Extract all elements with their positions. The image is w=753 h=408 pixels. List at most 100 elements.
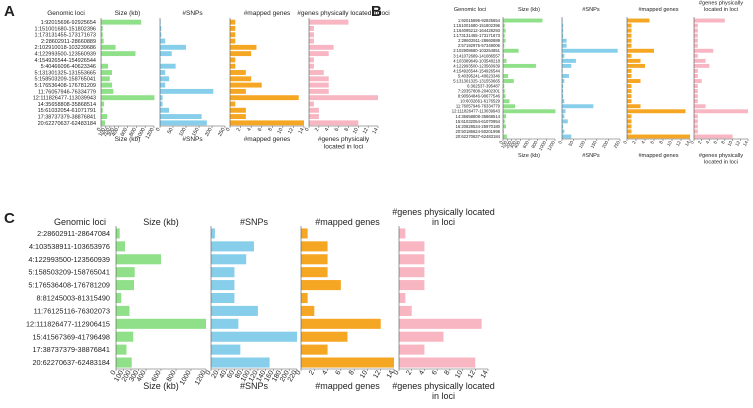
bar-mapped xyxy=(627,129,632,134)
locus-label: 5:158503209-158765041 xyxy=(35,77,96,83)
locus-label: 4:154926544-154926544 xyxy=(453,68,500,73)
bar-mapped xyxy=(230,57,236,63)
locus-label: 2:102908680-103254851 xyxy=(453,48,500,53)
bar-size xyxy=(116,357,132,368)
x-tick-label: 100 xyxy=(240,369,252,383)
bar-size xyxy=(116,292,122,304)
series-header-line: #genes physically xyxy=(699,0,743,6)
locus-label: 5:131301325-131553665 xyxy=(35,70,96,76)
bar-physical xyxy=(399,267,425,278)
x-tick-label: 300 xyxy=(128,369,140,383)
bar-snps xyxy=(211,318,239,329)
bar-physical xyxy=(694,94,698,99)
bar-snps xyxy=(160,63,176,69)
x-tick-label: 400 xyxy=(136,369,148,383)
x-tick-label: 150 xyxy=(589,140,597,150)
bar-physical xyxy=(694,104,706,109)
bar-size xyxy=(503,33,505,38)
bar-mapped xyxy=(230,51,252,57)
bar-mapped xyxy=(627,58,641,63)
bar-physical xyxy=(399,241,425,252)
bar-physical xyxy=(399,344,425,355)
series-footer-line: #genes physically xyxy=(699,153,743,159)
x-tick-label: 4 xyxy=(246,127,253,133)
series-footer-line: in loci xyxy=(432,391,455,401)
locus-label: 8:81245003-81315490 xyxy=(37,294,110,303)
bar-snps xyxy=(160,32,162,38)
x-tick-label: 4 xyxy=(418,369,426,376)
bar-mapped xyxy=(627,79,641,83)
bar-size xyxy=(503,48,519,53)
series-header: #mapped genes xyxy=(315,217,380,227)
series-footer: #mapped genes xyxy=(315,381,380,391)
bar-snps xyxy=(211,267,235,278)
bar-physical xyxy=(694,68,698,73)
bar-physical xyxy=(399,331,444,342)
locus-label: 16:20828534-25970180 xyxy=(456,124,501,129)
locus-label: 2:28602911-28660889 xyxy=(458,38,501,43)
bar-snps xyxy=(211,280,235,291)
x-tick-label: 300 xyxy=(106,127,116,138)
x-tick-label: 150 xyxy=(191,127,201,138)
bar-physical xyxy=(309,19,349,25)
bar-mapped xyxy=(230,32,236,38)
locus-label: 6:362537-395487 xyxy=(467,84,501,89)
locus-label: 10:6032661-6176529 xyxy=(460,99,500,104)
bar-snps xyxy=(562,134,572,139)
bar-size xyxy=(101,57,102,63)
bar-size xyxy=(503,134,507,139)
panel-a-letter: A xyxy=(4,3,15,20)
series-header: Size (kb) xyxy=(518,7,540,13)
bar-snps xyxy=(160,76,170,82)
x-tick-label: 600 xyxy=(522,140,530,150)
bar-size xyxy=(503,28,506,33)
x-tick-label: 200 xyxy=(601,140,609,150)
locus-label: 4:154926544-154926544 xyxy=(35,58,96,64)
x-tick-label: 40 xyxy=(218,369,228,379)
locus-label: 4:122993500-123560939 xyxy=(28,255,110,264)
bar-size xyxy=(503,74,509,78)
bar-physical xyxy=(694,18,725,23)
series-header: #SNPs xyxy=(182,10,203,17)
locus-label: 5:176536408-176781209 xyxy=(28,281,110,290)
locus-label: 15:41567369-41796498 xyxy=(32,332,110,341)
x-tick-label: 0 xyxy=(689,140,695,145)
x-tick-label: 6 xyxy=(712,140,718,145)
bar-mapped xyxy=(627,63,645,68)
series-header: #mapped genes xyxy=(244,10,291,17)
bar-snps xyxy=(211,292,235,304)
bar-physical xyxy=(694,28,698,33)
bar-mapped xyxy=(301,344,328,355)
bar-mapped xyxy=(627,18,650,23)
x-tick-label: 0 xyxy=(498,140,504,145)
bar-size xyxy=(503,129,504,134)
bar-physical xyxy=(399,292,406,304)
bar-mapped xyxy=(301,331,348,342)
locus-label: 15:61032054-61070954 xyxy=(456,119,501,124)
bar-snps xyxy=(211,228,215,239)
bar-snps xyxy=(160,120,207,126)
x-tick-label: 0 xyxy=(110,369,118,376)
bar-physical xyxy=(309,38,314,44)
x-tick-label: 14 xyxy=(372,127,380,135)
bar-mapped xyxy=(230,63,236,69)
x-tick-label: 220 xyxy=(287,369,299,383)
bar-mapped xyxy=(230,82,262,88)
locus-label: 20:50186624-50201998 xyxy=(456,129,501,134)
bar-mapped xyxy=(301,241,328,252)
locus-label: 20:62270637-62483184 xyxy=(456,134,501,139)
x-tick-label: 14 xyxy=(480,369,490,379)
bar-size xyxy=(503,99,510,104)
x-tick-label: 200 xyxy=(504,140,512,150)
locus-label: 5:40395241-40623346 xyxy=(458,73,501,78)
x-tick-label: 12 xyxy=(467,369,477,379)
x-tick-label: 20 xyxy=(211,369,221,379)
bar-snps xyxy=(562,84,564,89)
bar-physical xyxy=(399,280,425,291)
x-tick-label: 1200 xyxy=(546,140,556,152)
bar-physical xyxy=(399,357,476,368)
bar-snps xyxy=(160,95,163,101)
x-tick-label: 10 xyxy=(666,140,673,147)
bar-size xyxy=(116,267,135,278)
series-header: #SNPs xyxy=(240,217,269,227)
